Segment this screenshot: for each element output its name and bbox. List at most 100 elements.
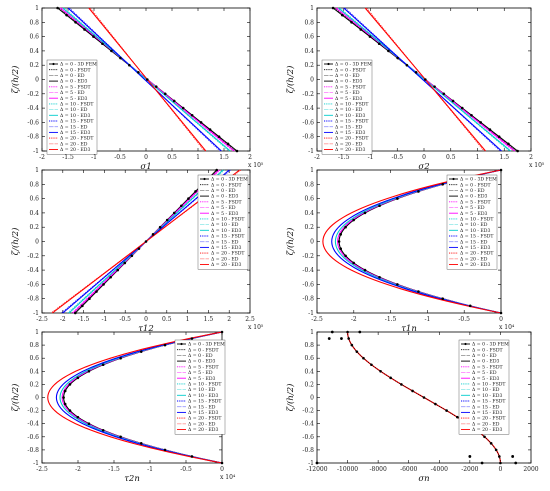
fem-point	[163, 92, 167, 96]
legend-entry: Δ = 10 - ED3	[460, 228, 490, 234]
y-axis-label: ζ/(h/2)	[10, 66, 21, 94]
chart-panel-3: -1 -0.8 -0.6 -0.4 -0.2 0 0.2 0.4 0.6 0.8 1 -2.5 -2 -1…	[10, 167, 264, 334]
legend-entry: Δ = 0 - ED	[460, 188, 485, 194]
legend-entry: Δ = 20 - ED	[460, 256, 488, 262]
fem-point	[396, 283, 399, 286]
fem-point	[424, 78, 427, 81]
fem-point	[350, 343, 354, 347]
fem-point	[137, 247, 141, 250]
x-tick-label: 1.5	[204, 316, 214, 323]
y-tick-label: -0.2	[302, 253, 314, 260]
x-axis-label: σn	[418, 474, 429, 484]
legend-marker	[327, 62, 330, 66]
fem-point	[445, 409, 448, 412]
fem-point	[163, 343, 167, 347]
fem-point	[363, 211, 367, 215]
fem-point	[101, 363, 105, 367]
y-tick-label: -0.8	[302, 134, 314, 141]
legend-entry: Δ = 5 - FSDT	[335, 84, 366, 90]
fem-outlier-point	[340, 337, 343, 340]
legend-entry: Δ = 0 - ED	[211, 188, 236, 194]
fem-point	[116, 268, 120, 272]
y-axis-label: ζ/(h/2)	[285, 384, 296, 412]
y-tick-label: 1	[35, 5, 39, 12]
fem-point	[83, 28, 86, 31]
y-tick-label: -0.6	[27, 434, 39, 441]
series-line-3	[343, 7, 502, 152]
x-tick-label: 0.5	[167, 154, 177, 161]
fem-point	[516, 149, 519, 153]
legend-entry: Δ = 15 - ED3	[472, 410, 502, 416]
fem-point	[362, 356, 365, 360]
fem-outlier-point	[511, 455, 515, 458]
fem-point	[172, 211, 176, 215]
legend-marker	[452, 177, 455, 181]
fem-point	[400, 383, 403, 386]
fem-point	[154, 85, 158, 88]
y-tick-label: 0.8	[304, 342, 314, 349]
y-tick-label: -0.2	[27, 253, 39, 260]
fem-point	[433, 85, 436, 88]
fem-point	[411, 389, 414, 393]
x-tick-label: 0.5	[162, 316, 172, 323]
fem-point	[92, 35, 95, 38]
legend-entry: Δ = 0 - FSDT	[460, 182, 491, 188]
x-tick-label: 0	[144, 154, 148, 161]
fem-point	[73, 311, 77, 315]
y-tick-label: -0.8	[302, 447, 314, 454]
legend-entry: Δ = 5 - FSDT	[211, 199, 242, 205]
x-tick-label: -1.5	[62, 154, 74, 161]
fem-point	[146, 78, 149, 81]
y-tick-label: 1	[310, 167, 314, 174]
legend-entry: Δ = 10 - ED3	[472, 393, 502, 399]
fem-outlier-point	[468, 455, 472, 458]
x-tick-label: -1.5	[78, 316, 90, 323]
legend-entry: Δ = 15 - ED3	[188, 410, 218, 416]
fem-point	[499, 168, 503, 172]
x-tick-label: -1.5	[338, 154, 350, 161]
x-tick-label: -0.5	[119, 316, 131, 323]
x-tick-label: 1	[186, 316, 190, 323]
fem-point	[220, 461, 224, 465]
y-tick-label: 0.6	[304, 196, 314, 203]
fem-point	[468, 304, 472, 308]
x-tick-label: -0.5	[180, 466, 192, 473]
fem-point	[442, 92, 446, 96]
fem-point	[119, 56, 122, 60]
x-tick-label: -0.5	[391, 154, 403, 161]
x-tick-label: -0.5	[458, 316, 470, 323]
legend-entry: Δ = 5 - FSDT	[188, 364, 219, 370]
legend-entry: Δ = 5 - FSDT	[472, 364, 503, 370]
fem-point	[181, 106, 185, 110]
y-tick-label: -0.2	[302, 408, 314, 415]
fem-point	[331, 6, 335, 10]
fem-point	[414, 71, 418, 74]
fem-point	[344, 225, 347, 229]
fem-point	[498, 455, 501, 458]
chart-panel-4: -1 -0.8 -0.6 -0.4 -0.2 0 0.2 0.4 0.6 0.8 1 -2.5 -2 -1…	[285, 167, 515, 334]
fem-outlier-point	[327, 337, 331, 340]
y-tick-label: 0.2	[29, 224, 39, 231]
fem-point	[163, 448, 167, 452]
legend-box	[446, 174, 498, 270]
fem-point	[199, 121, 203, 124]
y-tick-label: -0.2	[302, 91, 314, 98]
fem-point	[370, 363, 373, 367]
y-tick-label: 0.2	[304, 381, 314, 388]
x-tick-label: 2	[529, 154, 533, 161]
fem-point	[387, 49, 390, 53]
chart-panel-5: -1 -0.8 -0.6 -0.4 -0.2 0 0.2 0.4 0.6 0.8 1 -2.5 -2 -1…	[10, 329, 236, 484]
fem-point	[56, 6, 59, 10]
y-tick-label: 0.2	[29, 381, 39, 388]
fem-point	[494, 448, 498, 452]
x-tick-label: -2	[75, 466, 81, 473]
x-tick-label: 0	[220, 466, 224, 473]
fem-point	[417, 190, 420, 193]
y-tick-label: 0	[310, 77, 314, 84]
fem-point	[352, 261, 355, 265]
axis-exponent: x 10⁵	[248, 162, 264, 169]
x-tick-label: 1.5	[219, 154, 229, 161]
fem-point	[139, 442, 143, 445]
